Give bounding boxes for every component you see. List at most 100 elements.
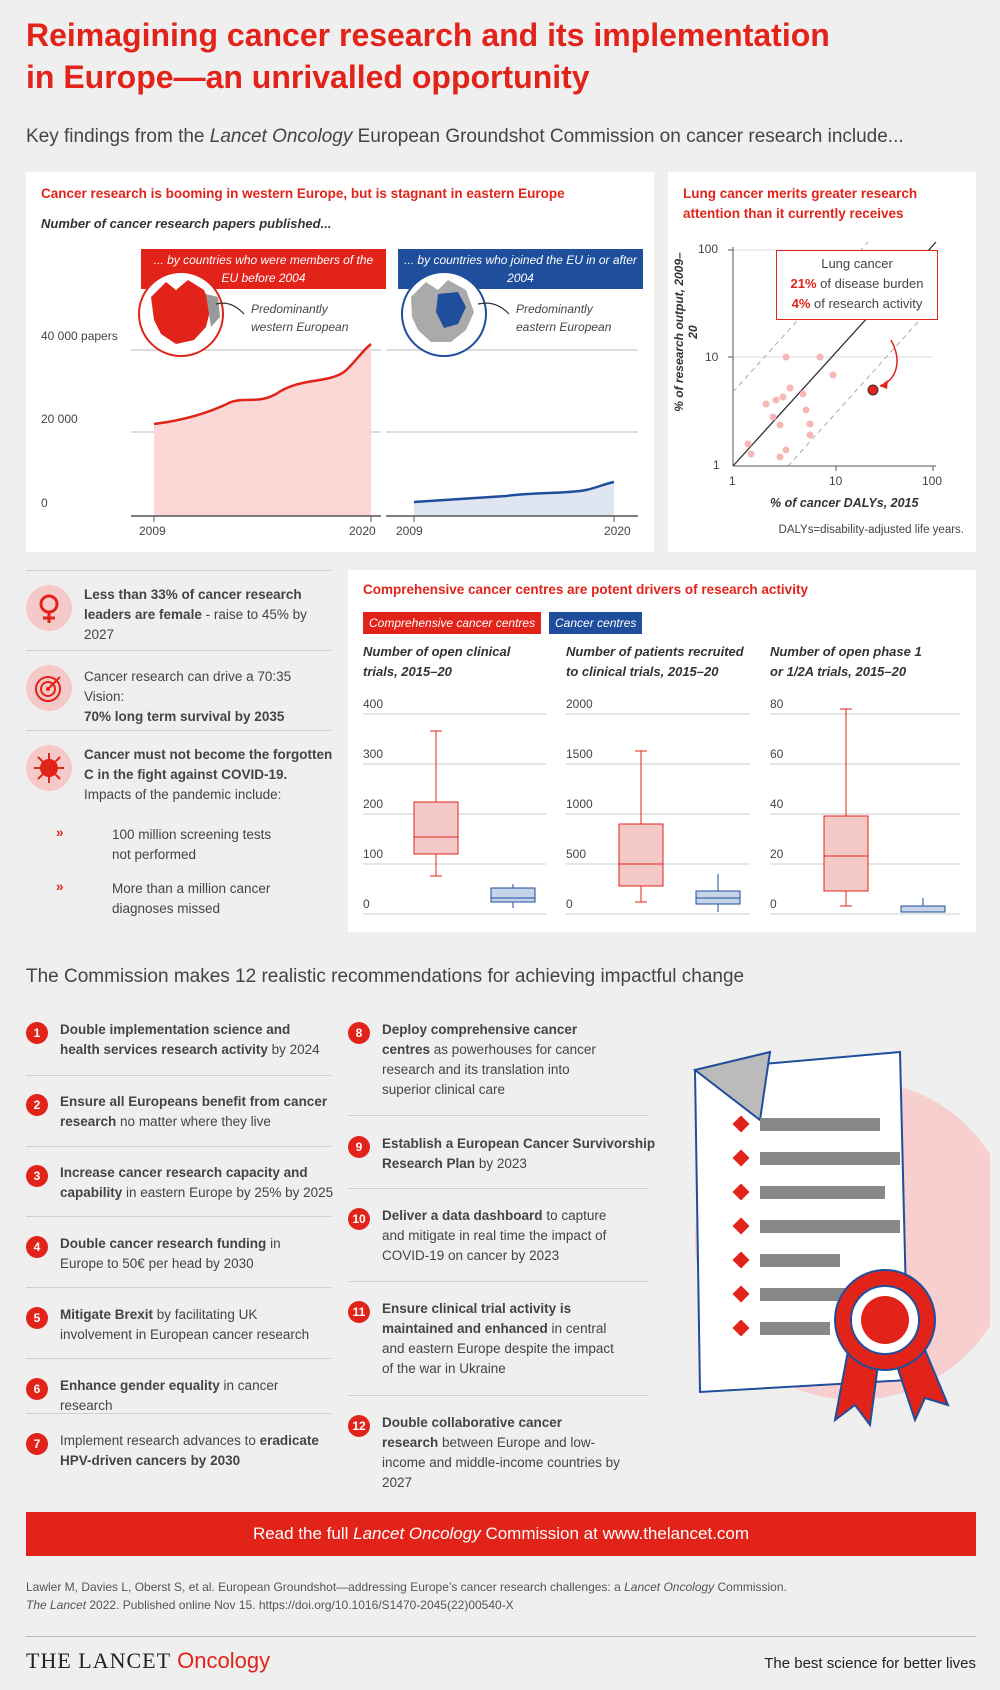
- recommendation-2: Ensure all Europeans benefit from cancer…: [60, 1094, 328, 1129]
- read-commission-banner[interactable]: Read the full Lancet Oncology Commission…: [26, 1512, 976, 1556]
- x-label-west-end: 2020: [349, 524, 376, 538]
- arrow-west-icon: [215, 302, 245, 315]
- recommendation-11: Ensure clinical trial activity is mainta…: [382, 1301, 614, 1376]
- rec-number: 6: [26, 1378, 48, 1400]
- legend-cc: Cancer centres: [549, 612, 643, 634]
- papers-panel: Cancer research is booming in western Eu…: [26, 172, 654, 552]
- title-line-1: Reimagining cancer research and its impl…: [26, 17, 830, 53]
- document-award-illustration: [692, 1050, 990, 1428]
- y-label-20000: 20 000: [41, 412, 78, 426]
- arrow-east-icon: [477, 302, 510, 315]
- rec-number: 2: [26, 1094, 48, 1116]
- rec-number: 9: [348, 1136, 370, 1158]
- recommendation-5: Mitigate Brexit by facilitating UK invol…: [60, 1307, 310, 1342]
- rec-number: 8: [348, 1022, 370, 1044]
- banner-east: ... by countries who joined the EU in or…: [398, 249, 643, 289]
- chart1-ccc-box: [413, 730, 459, 877]
- fact-vision: Cancer research can drive a 70:35 Vision…: [26, 650, 331, 728]
- reference: Lawler M, Davies L, Oberst S, et al. Eur…: [26, 1580, 787, 1612]
- recommendation-9: Establish a European Cancer Survivorship…: [382, 1136, 656, 1171]
- label-east: Predominantly eastern European: [516, 302, 612, 334]
- lung-callout-title: Lung cancer: [821, 256, 893, 271]
- cancer-points: [744, 353, 837, 461]
- x-tick-1: 1: [729, 474, 736, 488]
- lung-point: [867, 384, 879, 396]
- award-ribbon-icon: [833, 1269, 950, 1428]
- x-label-west-start: 2009: [139, 524, 166, 538]
- x-tick-10: 10: [829, 474, 843, 488]
- lower-band: [787, 301, 937, 467]
- lung-ylabel: % of research output, 2009–20: [672, 252, 700, 412]
- chart2-cc-box: [695, 874, 741, 912]
- papers-panel-title: Cancer research is booming in western Eu…: [41, 186, 565, 201]
- legend-ccc: Comprehensive cancer centres: [363, 612, 542, 634]
- target-icon: [26, 665, 72, 711]
- fact-gender: Less than 33% of cancer research leaders…: [26, 570, 331, 646]
- chevron-right-icon: »: [56, 879, 64, 894]
- tagline: The best science for better lives: [764, 1655, 976, 1672]
- lung-xlabel: % of cancer DALYs, 2015: [770, 496, 919, 510]
- lung-arrow-icon: [879, 339, 898, 387]
- recommendation-12: Double collaborative cancer research bet…: [382, 1415, 620, 1490]
- chart3-title: Number of open phase 1 or 1/2A trials, 20…: [770, 644, 922, 679]
- chart3-ccc-box: [823, 708, 869, 907]
- recommendation-8: Deploy comprehensive cancer centres as p…: [382, 1022, 596, 1097]
- page-subtitle: Key findings from the Lancet Oncology Eu…: [26, 126, 904, 147]
- recommendation-1: Double implementation science and health…: [60, 1022, 320, 1057]
- map-west-icon: [138, 271, 224, 357]
- recommendation-6: Enhance gender equality in cancer resear…: [60, 1378, 279, 1413]
- virus-icon: [26, 745, 72, 791]
- chart2-title: Number of patients recruited to clinical …: [566, 644, 744, 679]
- lung-callout: Lung cancer 21% of disease burden 4% of …: [776, 250, 938, 320]
- y-tick-1: 1: [713, 458, 720, 472]
- papers-chart: [131, 271, 638, 522]
- page-title: Reimagining cancer research and its impl…: [26, 14, 926, 98]
- lung-footnote: DALYs=disability-adjusted life years.: [778, 524, 964, 536]
- east-area: [414, 482, 614, 516]
- papers-panel-subtitle: Number of cancer research papers publish…: [41, 216, 332, 231]
- map-east-icon: [401, 271, 487, 357]
- x-tick-100: 100: [922, 474, 943, 488]
- x-label-east-start: 2009: [396, 524, 423, 538]
- page-fold-icon: [692, 1050, 772, 1122]
- east-line: [413, 480, 615, 504]
- chart2-ccc-box: [618, 750, 664, 903]
- recommendations-heading: The Commission makes 12 realistic recomm…: [26, 966, 745, 987]
- lung-panel-title: Lung cancer merits greater research atten…: [683, 186, 918, 221]
- rec-number: 1: [26, 1022, 48, 1044]
- x-label-east-end: 2020: [604, 524, 631, 538]
- fact-covid: Cancer must not become the forgotten C i…: [26, 730, 332, 930]
- chart1-grid: [363, 713, 546, 915]
- rec-number: 11: [348, 1301, 370, 1323]
- label-west: Predominantly western European: [251, 302, 349, 334]
- chart1-title: Number of open clinical trials, 2015–20: [363, 644, 511, 679]
- recommendation-4: Double cancer research funding in Europe…: [60, 1236, 281, 1271]
- chart1-cc-box: [490, 884, 536, 908]
- y-label-40000: 40 000 papers: [41, 329, 118, 343]
- y-tick-100: 100: [698, 242, 719, 256]
- rec-number: 12: [348, 1415, 370, 1437]
- recommendation-10: Deliver a data dashboard to capture and …: [382, 1208, 607, 1263]
- lung-panel: Lung cancer merits greater research atten…: [668, 172, 976, 552]
- boxplots: [363, 708, 960, 915]
- recommendation-3: Increase cancer research capacity and ca…: [60, 1165, 334, 1200]
- rec-number: 10: [348, 1208, 370, 1230]
- rec-number: 5: [26, 1307, 48, 1329]
- chevron-right-icon: »: [56, 825, 64, 840]
- rec-number: 3: [26, 1165, 48, 1187]
- recommendation-7: Implement research advances to eradicate…: [60, 1433, 319, 1468]
- lancet-logo: THE LANCET Oncology: [26, 1648, 271, 1673]
- centres-panel-title: Comprehensive cancer centres are potent …: [363, 582, 808, 597]
- footer-divider: [26, 1636, 976, 1637]
- lung-chart: [728, 241, 937, 471]
- centres-panel: Comprehensive cancer centres are potent …: [348, 570, 976, 932]
- title-line-2: in Europe—an unrivalled opportunity: [26, 59, 590, 95]
- y-label-0: 0: [41, 496, 48, 510]
- chart3-cc-box: [900, 898, 946, 913]
- rec-number: 7: [26, 1433, 48, 1455]
- lung-arrowhead-icon: [880, 380, 888, 389]
- west-line: [153, 343, 372, 426]
- female-icon: [26, 585, 72, 631]
- y-tick-10: 10: [705, 350, 719, 364]
- rec-number: 4: [26, 1236, 48, 1258]
